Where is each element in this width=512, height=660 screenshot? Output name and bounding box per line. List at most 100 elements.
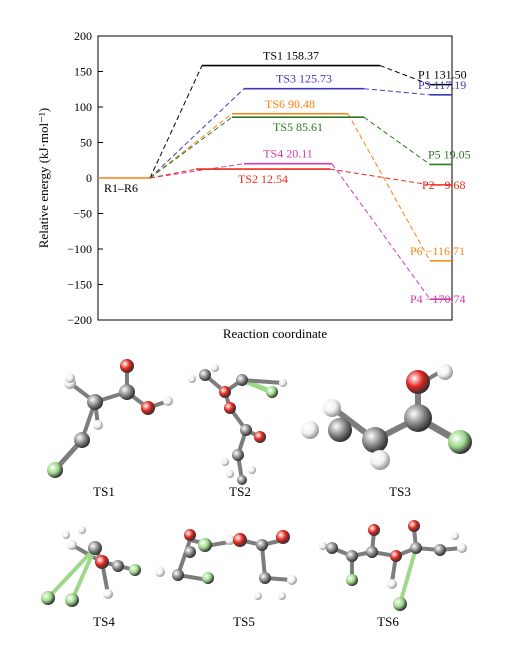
carbon-atom — [232, 449, 244, 461]
hydrogen-atom — [62, 531, 70, 539]
fluorine-atom — [129, 564, 141, 576]
molecule-ts2 — [188, 364, 287, 485]
bond — [330, 405, 378, 443]
bond — [70, 546, 97, 602]
bond — [176, 573, 210, 582]
bond — [416, 370, 442, 387]
carbon-atom — [88, 541, 102, 555]
y-tick-label: −200 — [67, 313, 92, 327]
hydrogen-atom — [221, 458, 229, 466]
carbon-atom — [236, 374, 248, 386]
carbon-atom — [366, 546, 378, 558]
carbon-atom — [362, 427, 388, 453]
hydrogen-atom — [437, 364, 453, 380]
carbon-atom — [328, 418, 352, 442]
bond — [414, 546, 442, 552]
bond — [390, 554, 398, 584]
fall-line — [379, 65, 431, 86]
bond — [236, 428, 248, 457]
hydrogen-atom — [457, 543, 467, 553]
ts-label: TS1 158.37 — [263, 49, 319, 63]
bond — [80, 400, 97, 442]
carbon-atom — [119, 384, 135, 400]
bond — [394, 546, 418, 558]
rise-line — [149, 65, 203, 179]
bond — [398, 546, 418, 606]
bond — [236, 453, 244, 482]
hydrogen-atom — [279, 379, 287, 387]
hydrogen-atom — [225, 535, 235, 545]
hydrogen-atom — [64, 377, 76, 389]
oxygen-atom — [233, 533, 247, 547]
bond — [210, 538, 242, 547]
hydrogen-atom — [226, 470, 234, 478]
ts-label: TS6 90.48 — [265, 97, 315, 111]
hydrogen-atom — [301, 421, 319, 439]
hydrogen-atom — [188, 375, 196, 383]
y-tick-label: 0 — [86, 171, 92, 185]
bond — [238, 538, 264, 547]
carbon-atom — [326, 542, 338, 554]
bond — [414, 414, 464, 446]
y-tick-label: 200 — [74, 29, 92, 43]
molecule-ts6 — [319, 520, 467, 611]
carbon-atom — [240, 424, 252, 436]
oxygen-atom — [95, 555, 109, 569]
bond — [240, 378, 285, 385]
bond — [239, 377, 275, 395]
carbon-atom — [199, 369, 211, 381]
bond — [93, 546, 104, 564]
bond — [46, 546, 97, 600]
bond — [228, 406, 248, 432]
bond — [370, 530, 376, 554]
carbon-atom — [434, 544, 446, 556]
y-tick-label: −50 — [73, 207, 92, 221]
fluorine-atom — [448, 430, 472, 454]
carbon-atom — [184, 546, 196, 558]
bond — [146, 399, 170, 410]
hydrogen-atom — [163, 396, 173, 406]
molecule-label-ts3: TS3 — [389, 484, 411, 499]
carbon-atom — [346, 550, 358, 562]
carbon-atom — [74, 432, 90, 448]
bond — [372, 415, 421, 443]
product-label: P6 −116.71 — [410, 244, 465, 258]
bond — [93, 400, 100, 427]
ts-label: TS3 125.73 — [276, 72, 332, 86]
hydrogen-atom — [211, 364, 219, 372]
ts-label: TS5 85.61 — [273, 120, 323, 134]
y-tick-label: 50 — [80, 136, 92, 150]
bond — [263, 576, 294, 582]
fluorine-atom — [393, 597, 407, 611]
fall-line — [363, 88, 431, 96]
hydrogen-atom — [248, 466, 256, 474]
fluorine-atom — [47, 462, 63, 478]
bond — [52, 437, 85, 473]
oxygen-atom — [254, 431, 266, 443]
bond — [188, 538, 214, 547]
molecule-label-ts1: TS1 — [93, 484, 115, 499]
oxygen-atom — [120, 359, 134, 373]
hydrogen-atom — [287, 575, 297, 585]
carbon-atom — [404, 404, 432, 432]
hydrogen-atom — [254, 592, 262, 600]
molecule-label-ts5: TS5 — [233, 614, 255, 629]
bond — [330, 546, 354, 558]
molecule-ts3 — [301, 364, 472, 470]
hydrogen-atom — [65, 373, 75, 383]
carbon-atom — [172, 569, 184, 581]
x-axis-label: Reaction coordinate — [223, 326, 328, 340]
hydrogen-atom — [451, 532, 459, 540]
molecule-ts4 — [41, 526, 141, 607]
fall-line — [329, 168, 431, 186]
oxygen-atom — [224, 402, 236, 414]
rise-line — [149, 116, 233, 179]
bond — [125, 390, 150, 410]
oxygen-atom — [141, 401, 155, 415]
molecule-label-ts6: TS6 — [377, 614, 399, 629]
fall-line — [331, 163, 431, 300]
product-label: P5 19.05 — [428, 147, 471, 161]
fluorine-atom — [266, 386, 278, 398]
product-label: P1 131.50 — [418, 68, 467, 82]
hydrogen-atom — [103, 589, 113, 599]
